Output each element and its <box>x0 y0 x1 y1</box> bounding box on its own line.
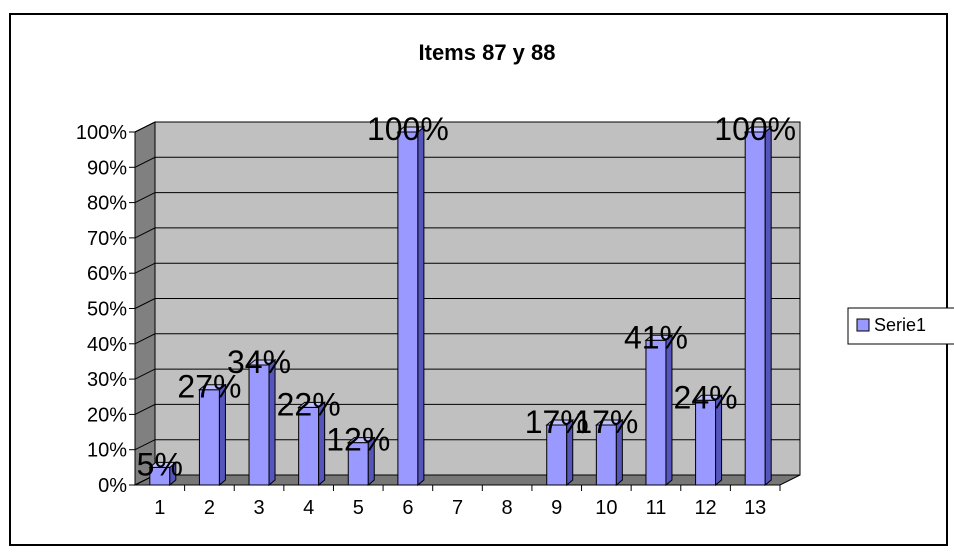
bar-top <box>743 126 773 133</box>
bar-top <box>198 384 227 391</box>
y-tick-label: 80% <box>87 193 127 215</box>
bar <box>694 394 723 487</box>
bar <box>198 383 227 487</box>
x-tick-label: 7 <box>452 497 463 519</box>
data-label: 17% <box>574 404 638 440</box>
x-tick-label: 6 <box>402 497 413 519</box>
x-tick-label: 5 <box>353 497 364 519</box>
data-label: 100% <box>367 111 449 147</box>
bar-top <box>396 126 426 133</box>
gridline <box>134 121 800 133</box>
data-label: 41% <box>624 319 688 355</box>
bar <box>545 418 575 487</box>
gridline <box>134 439 800 451</box>
x-tick-label: 3 <box>253 497 264 519</box>
data-label: 24% <box>674 379 738 415</box>
bar-front <box>248 364 270 486</box>
bar <box>247 358 277 487</box>
bar-top <box>247 359 277 366</box>
data-labels: 5% 27%34% 22%12% 100% 17%17% 41% 24% 100% <box>137 111 796 482</box>
bar <box>644 334 674 487</box>
bars <box>148 125 773 487</box>
bar-side <box>665 334 673 487</box>
gridline <box>134 333 800 345</box>
y-tick-label: 30% <box>87 369 127 391</box>
bar <box>346 436 376 487</box>
axes: 0%10%20%30%40%50%60%70%80%90%100%1 2 3 4 5 6 7… <box>76 122 781 519</box>
bar <box>743 125 773 487</box>
bar-front <box>645 339 667 486</box>
bar-top <box>346 437 376 444</box>
x-tick-label: 4 <box>303 497 314 519</box>
x-tick-label: 12 <box>694 497 716 519</box>
bar-top <box>644 334 674 341</box>
y-tick-label: 40% <box>87 334 127 356</box>
gridline <box>134 298 800 309</box>
data-label: 100% <box>714 111 796 147</box>
data-label: 5% <box>137 446 183 482</box>
gridline <box>134 192 800 204</box>
y-tick-label: 90% <box>87 157 127 179</box>
x-tick-label: 9 <box>551 497 562 519</box>
bar-side <box>764 125 772 487</box>
gridline <box>134 227 800 239</box>
y-tick-label: 70% <box>87 228 127 250</box>
bar <box>148 461 178 487</box>
data-label: 22% <box>277 386 341 422</box>
bar-side <box>417 125 425 487</box>
bar <box>594 418 624 487</box>
legend[interactable]: Serie1 <box>847 307 954 345</box>
x-tick-label: 13 <box>744 497 766 519</box>
gridline <box>134 262 800 274</box>
bar-front <box>397 131 419 486</box>
data-label: 27% <box>177 369 241 405</box>
y-tick-label: 10% <box>87 440 127 462</box>
y-tick-label: 100% <box>76 122 127 144</box>
chart-title: Items 87 y 88 <box>419 40 556 65</box>
data-label: 12% <box>326 422 390 458</box>
legend-swatch <box>856 318 870 332</box>
x-tick-label: 1 <box>154 497 165 519</box>
gridline <box>134 156 800 168</box>
bar-top <box>594 419 624 426</box>
bar-top <box>694 394 723 401</box>
bar <box>297 401 327 487</box>
y-tick-label: 20% <box>87 404 127 426</box>
legend-label: Serie1 <box>874 315 926 335</box>
data-label: 17% <box>525 404 589 440</box>
bar-top <box>545 419 575 426</box>
y-tick-label: 0% <box>98 475 127 497</box>
x-tick-label: 10 <box>595 497 617 519</box>
x-tick-label: 8 <box>502 497 513 519</box>
data-label: 34% <box>227 344 291 380</box>
bar <box>396 125 426 487</box>
x-tick-label: 2 <box>204 497 215 519</box>
bar-top <box>297 401 327 408</box>
y-tick-label: 50% <box>87 299 127 321</box>
bar-front <box>744 131 766 486</box>
gridline <box>134 403 800 415</box>
x-tick-label: 11 <box>646 497 667 519</box>
bar-top <box>148 461 178 468</box>
gridline <box>134 368 800 380</box>
y-tick-label: 60% <box>87 263 127 285</box>
